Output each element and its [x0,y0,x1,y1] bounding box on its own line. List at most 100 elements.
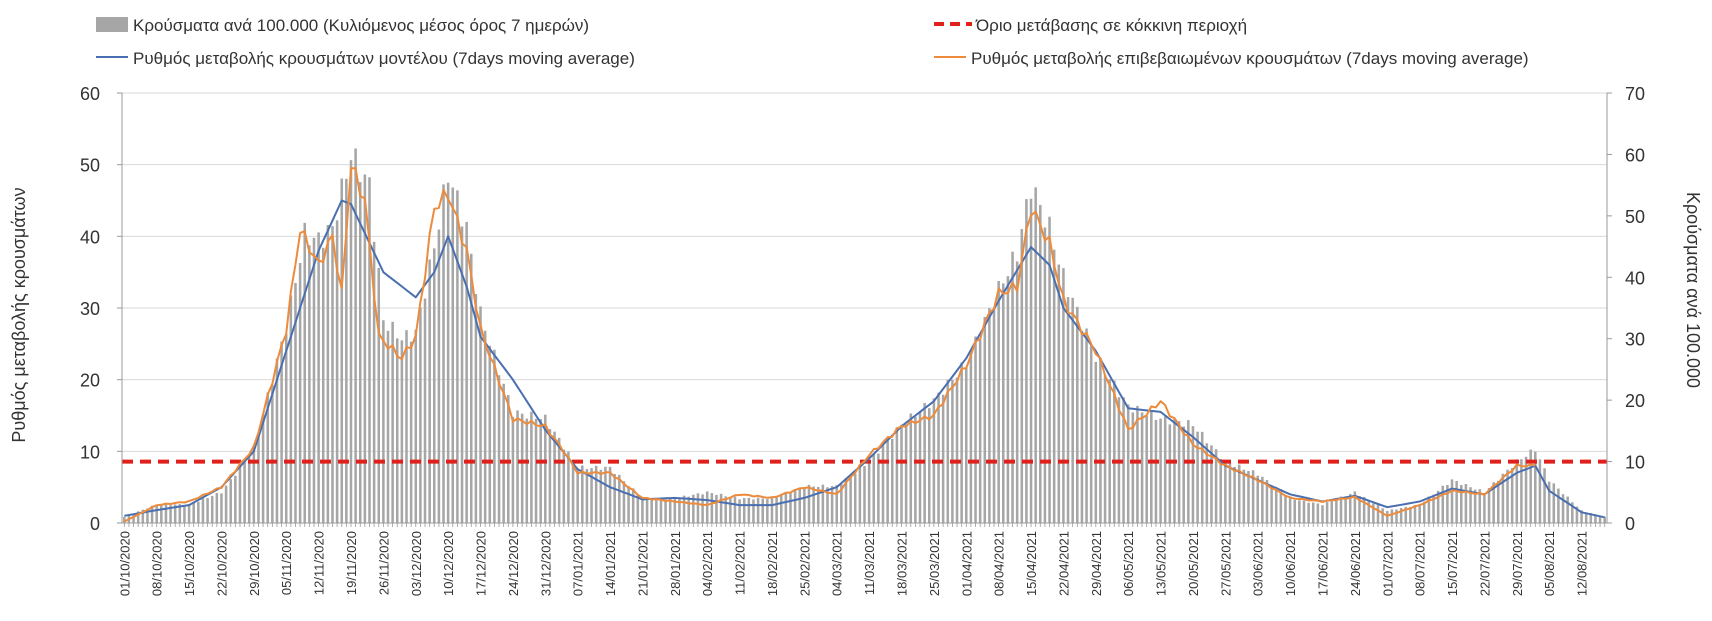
bar [659,498,663,523]
bar [844,478,848,523]
bar [525,418,529,523]
x-tick-label: 01/10/2020 [117,531,132,596]
bar [992,308,996,523]
bar [215,493,219,523]
bar [946,379,950,523]
bar [1288,497,1292,523]
bar [303,222,306,523]
bar [1048,216,1051,523]
bar [571,460,575,523]
x-tick-label: 06/05/2021 [1121,531,1136,596]
bar [1302,500,1306,523]
bar [150,505,154,523]
bar [1469,487,1472,523]
bar [479,306,482,523]
bar [1159,418,1162,523]
bar [645,497,649,523]
y2-tick-label: 30 [1625,330,1645,350]
bar [779,495,783,523]
bar [553,431,556,523]
bar [1247,470,1250,523]
bar [867,462,871,523]
y2-tick-label: 10 [1625,453,1645,473]
x-tick-label: 25/03/2021 [927,531,942,596]
bar [1381,508,1384,523]
x-tick-label: 01/04/2021 [959,531,974,596]
bar [1520,459,1523,523]
bar [678,498,681,523]
bar [1154,419,1158,523]
bar [220,493,223,523]
bar [474,294,478,523]
bar [1043,227,1047,524]
y-tick-label: 40 [80,227,100,247]
bar [229,479,232,523]
y-tick-label: 0 [90,514,100,534]
bar [724,496,727,523]
bar [557,437,561,523]
bar [673,498,677,523]
bar [493,349,496,523]
model-line [124,199,1605,519]
bar [1450,479,1454,523]
bars-series [123,148,1606,524]
x-tick-label: 29/10/2020 [247,531,262,596]
bar [1039,204,1042,524]
y2-tick-label: 70 [1625,84,1645,104]
bar [840,484,843,523]
bar [618,474,621,523]
bar [664,499,667,523]
bar [1557,488,1560,523]
x-tick-label: 29/07/2021 [1510,531,1525,596]
bar [1603,516,1606,523]
bar [363,174,367,523]
x-tick-label: 04/03/2021 [830,531,845,596]
confirmed-line [123,167,1536,523]
bar [1446,484,1449,523]
y-tick-label: 10 [80,442,100,462]
bar [784,492,788,523]
bar [927,408,931,523]
bar [1584,512,1588,523]
bar [1094,361,1098,523]
bar [298,263,302,523]
bar [252,446,256,523]
y-tick-label: 60 [80,84,100,104]
bar [1150,410,1153,523]
bar [386,330,390,523]
bar [761,498,764,523]
bar [1237,464,1241,523]
bar [1099,357,1102,523]
x-tick-label: 14/01/2021 [603,531,618,596]
bar [627,486,630,523]
bar [1538,459,1542,523]
bar [1214,449,1218,523]
bar [1399,507,1403,523]
bar [594,465,598,523]
y2-tick-label: 50 [1625,207,1645,227]
bar [331,226,334,523]
bar [1256,475,1259,523]
bar [955,377,959,523]
bar [608,466,612,523]
bar [405,330,408,523]
bar [590,468,593,523]
bar [317,232,320,523]
bar [516,410,519,523]
bar [335,220,339,523]
bar [372,241,376,523]
bar [1418,504,1421,523]
bar [631,488,635,523]
bar [1409,506,1412,523]
bar [877,453,880,523]
bar [1571,502,1574,523]
bar [1187,420,1190,523]
x-tick-label: 19/11/2020 [344,531,359,595]
x-tick-label: 24/06/2021 [1348,531,1363,596]
bar [280,341,283,523]
bar [1413,504,1417,523]
bar [766,499,769,523]
bar [1478,489,1482,523]
bar [261,414,265,523]
bar [530,411,533,523]
